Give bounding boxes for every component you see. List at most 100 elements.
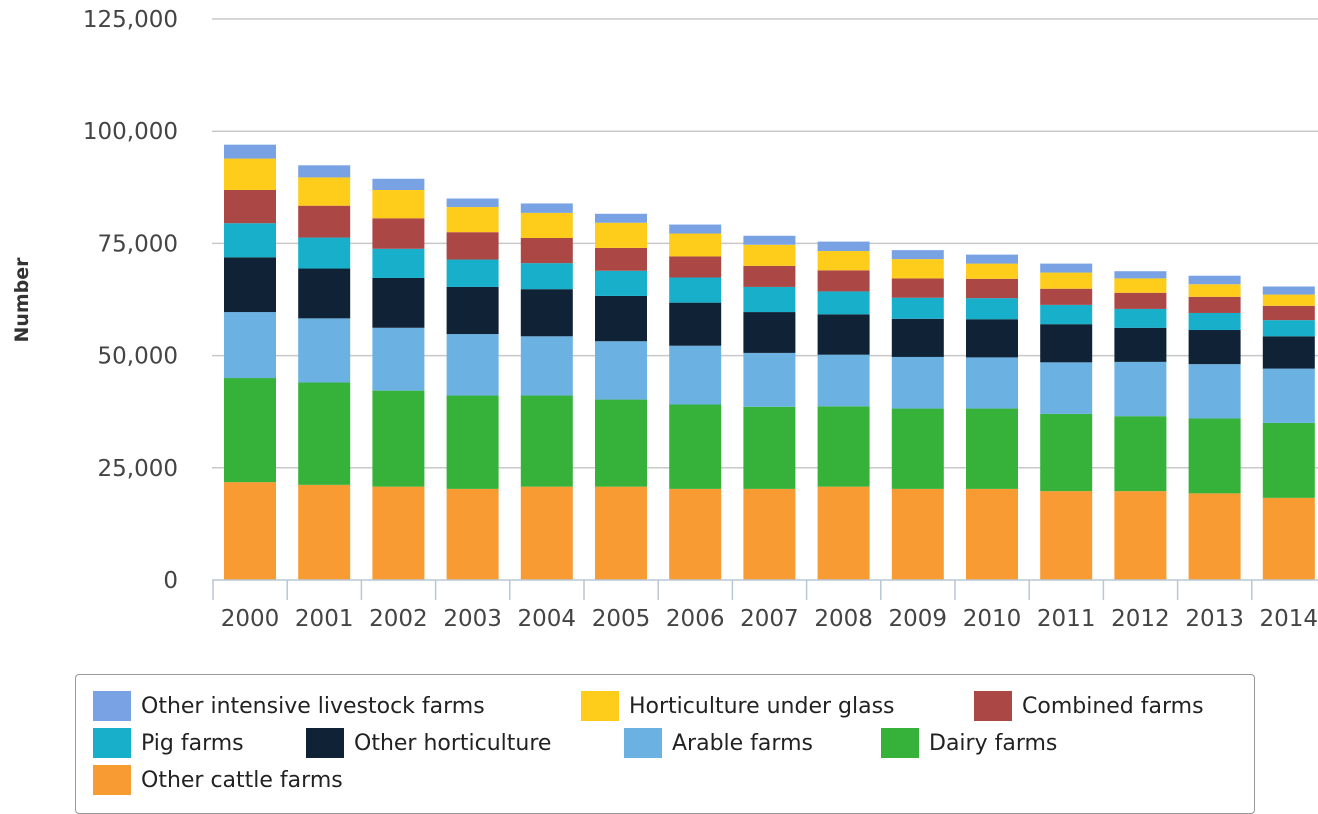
bar-segment — [1040, 264, 1092, 273]
bar-segment — [1040, 362, 1092, 414]
bar-segment — [669, 278, 721, 303]
bar-segment — [892, 319, 944, 357]
legend-item[interactable]: Dairy farms — [881, 726, 1057, 760]
bar-segment — [1189, 364, 1241, 418]
legend-swatch — [624, 728, 662, 758]
x-tick-label: 2000 — [221, 606, 280, 632]
bar-segment — [447, 199, 499, 208]
y-tick-label: 25,000 — [98, 456, 178, 482]
bar-segment — [298, 177, 350, 205]
bar-segment — [372, 249, 424, 278]
bar-segment — [669, 489, 721, 580]
bar-stack-2000 — [224, 145, 276, 580]
bar-segment — [595, 223, 647, 248]
x-tick-label: 2008 — [814, 606, 873, 632]
bar-segment — [818, 314, 870, 354]
bar-segment — [372, 328, 424, 391]
bar-stack-2003 — [447, 199, 499, 580]
bar-segment — [892, 259, 944, 278]
bar-segment — [892, 298, 944, 319]
bar-segment — [521, 238, 573, 263]
bar-segment — [447, 207, 499, 232]
bar-segment — [669, 234, 721, 257]
x-tick-label: 2009 — [889, 606, 948, 632]
legend-item[interactable]: Pig farms — [93, 726, 244, 760]
y-tick-label: 50,000 — [98, 344, 178, 370]
bar-segment — [1114, 309, 1166, 328]
bar-segment — [1040, 289, 1092, 305]
bar-segment — [818, 291, 870, 314]
bar-stack-2014 — [1263, 286, 1315, 580]
legend-label: Other cattle farms — [141, 768, 343, 793]
bar-segment — [1114, 491, 1166, 580]
bar-segment — [521, 336, 573, 395]
bar-segment — [1263, 306, 1315, 320]
x-axis: 2000 2001 2002 2003 2004 2005 2006 2007 2008 2009… — [212, 580, 1318, 632]
legend-label: Other intensive livestock farms — [141, 694, 485, 719]
legend-item[interactable]: Arable farms — [624, 726, 813, 760]
x-tick-label: 2013 — [1185, 606, 1244, 632]
bar-segment — [1189, 276, 1241, 285]
bar-segment — [224, 159, 276, 190]
bar-segment — [892, 250, 944, 259]
y-tick-label: 0 — [163, 568, 178, 594]
bar-segment — [521, 396, 573, 487]
bar-segment — [595, 248, 647, 271]
bar-segment — [521, 203, 573, 212]
bar-segment — [743, 312, 795, 353]
bar-segment — [1263, 423, 1315, 498]
bar-segment — [447, 396, 499, 489]
bar-segment — [595, 487, 647, 580]
bar-segment — [447, 489, 499, 580]
legend-item[interactable]: Other horticulture — [306, 726, 551, 760]
legend-label: Combined farms — [1022, 694, 1204, 719]
x-tick-label: 2011 — [1037, 606, 1096, 632]
bar-segment — [521, 213, 573, 238]
bar-stack-2011 — [1040, 264, 1092, 580]
legend-swatch — [306, 728, 344, 758]
bar-segment — [1189, 297, 1241, 313]
bar-stack-2005 — [595, 214, 647, 580]
bar-segment — [1114, 293, 1166, 309]
bar-segment — [966, 264, 1018, 279]
bar-segment — [1189, 493, 1241, 580]
bar-segment — [1114, 271, 1166, 278]
bar-segment — [966, 357, 1018, 408]
legend-item[interactable]: Combined farms — [974, 689, 1204, 723]
bar-stack-2006 — [669, 225, 721, 580]
bar-segment — [966, 319, 1018, 357]
bar-segment — [892, 278, 944, 297]
bar-segment — [743, 353, 795, 407]
stacked-bar-chart: 0 25,000 50,000 75,000 100,000 125,000 Number… — [0, 0, 1318, 680]
bar-segment — [1114, 278, 1166, 292]
legend-item[interactable]: Horticulture under glass — [581, 689, 895, 723]
bar-segment — [298, 238, 350, 269]
legend-item[interactable]: Other intensive livestock farms — [93, 689, 485, 723]
x-tick-label: 2010 — [963, 606, 1022, 632]
legend-label: Other horticulture — [354, 731, 551, 756]
bar-segment — [224, 482, 276, 580]
bar-segment — [669, 225, 721, 234]
legend-item[interactable]: Other cattle farms — [93, 763, 343, 797]
bar-segment — [818, 355, 870, 407]
bar-segment — [966, 409, 1018, 489]
bar-segment — [743, 245, 795, 266]
legend-swatch — [93, 691, 131, 721]
bar-segment — [224, 145, 276, 159]
y-tick-label: 125,000 — [83, 7, 178, 33]
bar-stack-2012 — [1114, 271, 1166, 580]
bar-segment — [1189, 330, 1241, 364]
bar-segment — [298, 318, 350, 382]
x-tick-label: 2002 — [369, 606, 428, 632]
bar-segment — [372, 487, 424, 580]
bar-segment — [966, 298, 1018, 319]
bar-segment — [595, 296, 647, 341]
bar-segment — [372, 179, 424, 190]
x-tick-label: 2012 — [1111, 606, 1170, 632]
legend-label: Dairy farms — [929, 731, 1057, 756]
x-tick-label: 2003 — [443, 606, 502, 632]
bar-stack-2008 — [818, 242, 870, 580]
bar-segment — [372, 190, 424, 218]
bar-segment — [372, 218, 424, 249]
bar-stack-2013 — [1189, 276, 1241, 580]
